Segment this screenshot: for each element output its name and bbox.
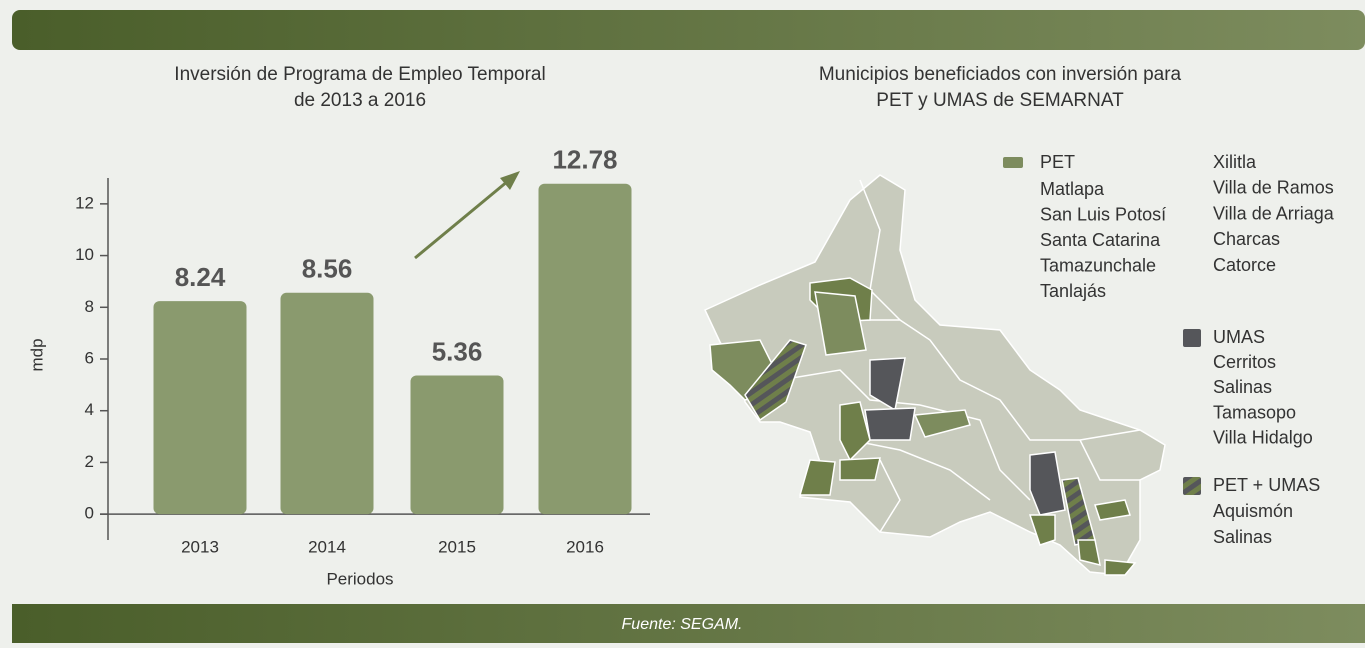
footer-text: Fuente: SEGAM. bbox=[622, 616, 743, 633]
legend-item: Xilitla bbox=[1213, 152, 1257, 172]
legend-swatches bbox=[1003, 157, 1201, 495]
bar bbox=[410, 375, 504, 515]
legend-item: Villa Hidalgo bbox=[1213, 428, 1313, 448]
y-tick-label: 12 bbox=[75, 193, 94, 212]
legend-item: Matlapa bbox=[1040, 179, 1105, 199]
y-tick-label: 8 bbox=[85, 297, 94, 316]
legend-item: San Luis Potosí bbox=[1040, 204, 1166, 224]
legend-item: Tamasopo bbox=[1213, 402, 1296, 422]
footer-band bbox=[12, 604, 1365, 643]
y-axis-label: mdp bbox=[27, 338, 46, 371]
y-tick-label: 4 bbox=[85, 400, 94, 419]
y-tick-label: 2 bbox=[85, 452, 94, 471]
legend-item: Santa Catarina bbox=[1040, 230, 1161, 250]
map bbox=[703, 174, 1166, 576]
value-label: 12.78 bbox=[552, 145, 617, 175]
legend-label: PET bbox=[1040, 152, 1075, 172]
legend-label: PET + UMAS bbox=[1213, 475, 1320, 495]
legend-item: Salinas bbox=[1213, 377, 1272, 397]
y-tick-label: 10 bbox=[75, 245, 94, 264]
chart-title: de 2013 a 2016 bbox=[294, 90, 426, 111]
trend-arrow bbox=[414, 171, 520, 260]
legend-item: Charcas bbox=[1213, 229, 1280, 249]
chart-title: Inversión de Programa de Empleo Temporal bbox=[174, 64, 545, 85]
legend-item: Salinas bbox=[1213, 527, 1272, 547]
map-title: PET y UMAS de SEMARNAT bbox=[876, 90, 1124, 111]
y-tick-label: 6 bbox=[85, 348, 94, 367]
value-label: 5.36 bbox=[432, 336, 483, 366]
bar bbox=[280, 292, 374, 515]
x-tick-label: 2016 bbox=[566, 537, 604, 556]
legend-item: Tanlajás bbox=[1040, 281, 1106, 301]
x-tick-label: 2013 bbox=[181, 537, 219, 556]
y-tick-label: 0 bbox=[85, 504, 94, 523]
x-tick-label: 2015 bbox=[438, 537, 476, 556]
map-title: Municipios beneficiados con inversión pa… bbox=[819, 64, 1182, 85]
legend-item: Villa de Ramos bbox=[1213, 178, 1334, 198]
legend-item: Tamazunchale bbox=[1040, 255, 1156, 275]
legend-item: Aquismón bbox=[1213, 501, 1293, 521]
x-tick-label: 2014 bbox=[308, 537, 346, 556]
legend-item: Villa de Arriaga bbox=[1213, 203, 1335, 223]
legend-label: UMAS bbox=[1213, 327, 1265, 347]
bar bbox=[538, 183, 632, 515]
header-band bbox=[12, 10, 1365, 50]
value-label: 8.24 bbox=[175, 262, 226, 292]
x-axis-label: Periodos bbox=[326, 569, 393, 588]
legend-item: Catorce bbox=[1213, 255, 1276, 275]
bar bbox=[153, 301, 247, 515]
legend-item: Cerritos bbox=[1213, 352, 1276, 372]
value-label: 8.56 bbox=[302, 254, 353, 284]
